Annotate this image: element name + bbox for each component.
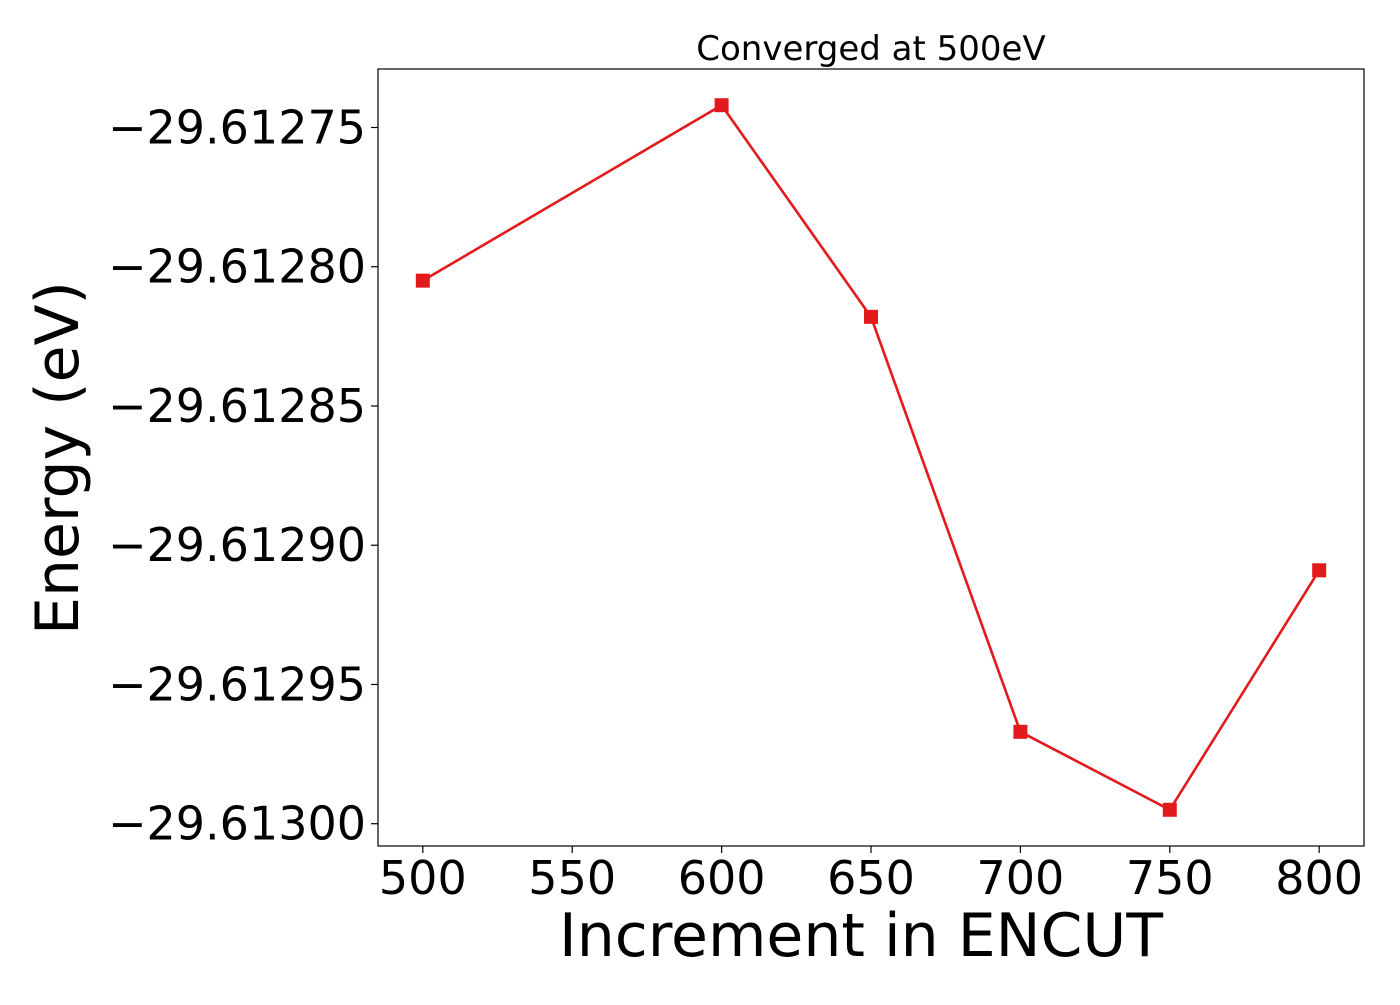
data-point-marker [864,309,878,324]
data-point-marker [714,98,729,113]
x-axis: 500 550 600 650 700 750 800 [379,846,1363,905]
x-tick-label: 600 [678,851,766,905]
y-axis: −29.61275 −29.61280 −29.61285 −29.61290 −29.… [108,100,378,851]
data-point-marker [1312,563,1327,578]
y-tick-label: −29.61285 [108,379,366,433]
y-tick-label: −29.61290 [108,518,366,572]
y-tick-label: −29.61280 [108,240,366,294]
data-point-marker [1013,724,1028,739]
y-tick-label: −29.61300 [108,797,366,851]
x-axis-label: Increment in ENCUT [559,901,1163,971]
y-tick-label: −29.61275 [108,100,366,154]
y-tick-label: −29.61295 [108,657,366,711]
plot-frame [377,68,1365,847]
x-tick-label: 700 [976,851,1064,905]
x-tick-label: 750 [1126,851,1214,905]
x-tick-label: 650 [827,851,915,905]
data-point-marker [1162,802,1177,817]
x-tick-label: 800 [1275,851,1363,905]
x-tick-label: 500 [379,851,467,905]
series-line [422,103,1321,812]
series-marks [415,98,1327,817]
y-axis-label: Energy (eV) [23,281,93,635]
chart-title: Converged at 500eV [696,29,1045,69]
data-point-marker [415,273,430,288]
x-tick-label: 550 [528,851,616,905]
plot-area [377,68,1365,847]
